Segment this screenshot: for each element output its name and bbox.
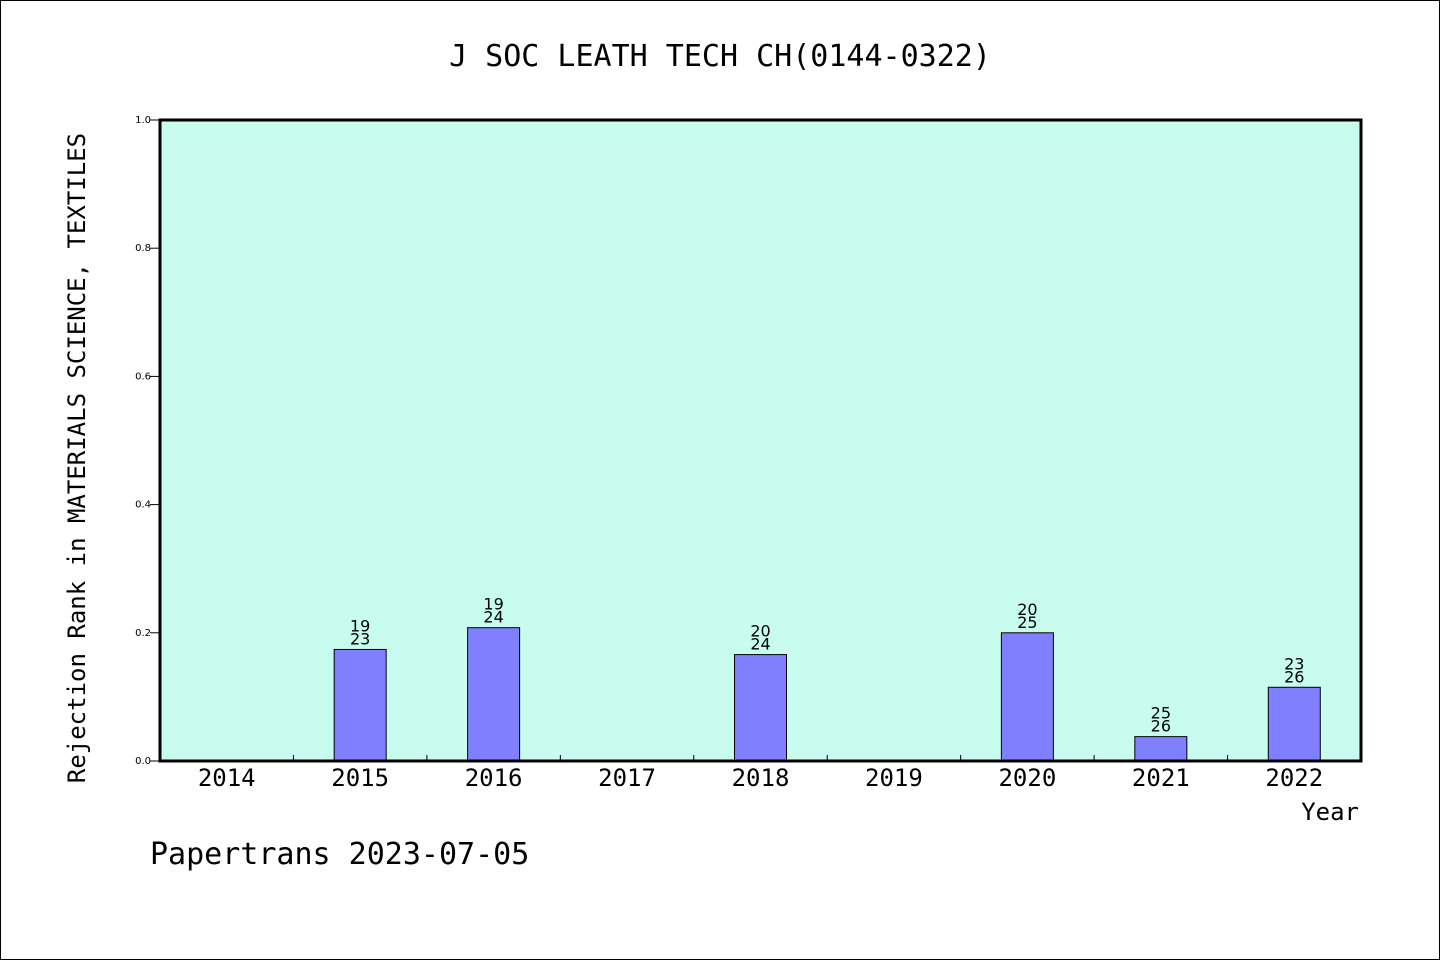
bars	[333, 627, 1321, 762]
x-axis: 2014 2015 2016 2017 2018 2019 2020 2021 2022	[198, 755, 1323, 792]
bar-label-top: 23	[1284, 654, 1304, 673]
bar-2015	[333, 648, 387, 762]
y-axis-label: Rejection Rank in MATERIALS SCIENCE, TEX…	[63, 133, 91, 783]
bar-label-bottom: 26	[1151, 717, 1171, 736]
plot-border	[158, 118, 1363, 763]
bar-label-bottom: 26	[1284, 667, 1304, 686]
x-tick-label: 2019	[865, 764, 923, 792]
bar-label-bottom: 24	[750, 635, 770, 654]
bar-label-top: 19	[350, 616, 370, 635]
y-tick-label: 0.8	[135, 243, 151, 254]
x-axis-label: Year	[1301, 798, 1359, 826]
x-tick-label: 2014	[198, 764, 256, 792]
bar-label-bottom: 24	[483, 608, 503, 627]
bar-label-top: 20	[750, 622, 770, 641]
chart-title: J SOC LEATH TECH CH(0144-0322)	[449, 39, 991, 74]
bar-2018	[734, 654, 787, 762]
y-tick-label: 0.4	[135, 500, 151, 511]
x-tick-label: 2016	[465, 764, 523, 792]
x-tick-label: 2018	[732, 764, 790, 792]
x-tick-label: 2022	[1265, 764, 1323, 792]
bar-label-bottom: 25	[1017, 613, 1037, 632]
x-tick-label: 2017	[598, 764, 656, 792]
bar-label-top: 19	[483, 595, 503, 614]
footer-text: Papertrans 2023-07-05	[150, 837, 529, 872]
bar-label-top: 20	[1017, 600, 1037, 619]
y-tick-label: 0.6	[135, 371, 151, 382]
y-tick-label: 0.2	[135, 628, 151, 639]
y-axis: 0.0 0.2 0.4 0.6 0.8 1.0	[135, 115, 160, 767]
x-tick-label: 2020	[998, 764, 1056, 792]
bar-2021	[1134, 736, 1188, 762]
bar-label-bottom: 23	[350, 629, 370, 648]
bar-label-top: 25	[1151, 704, 1171, 723]
bar-2016	[467, 627, 521, 762]
x-tick-label: 2021	[1132, 764, 1190, 792]
bar-2020	[1000, 632, 1054, 762]
bar-2022	[1267, 686, 1321, 762]
y-tick-label: 0.0	[135, 756, 151, 767]
x-tick-label: 2015	[331, 764, 389, 792]
y-tick-label: 1.0	[135, 115, 151, 126]
